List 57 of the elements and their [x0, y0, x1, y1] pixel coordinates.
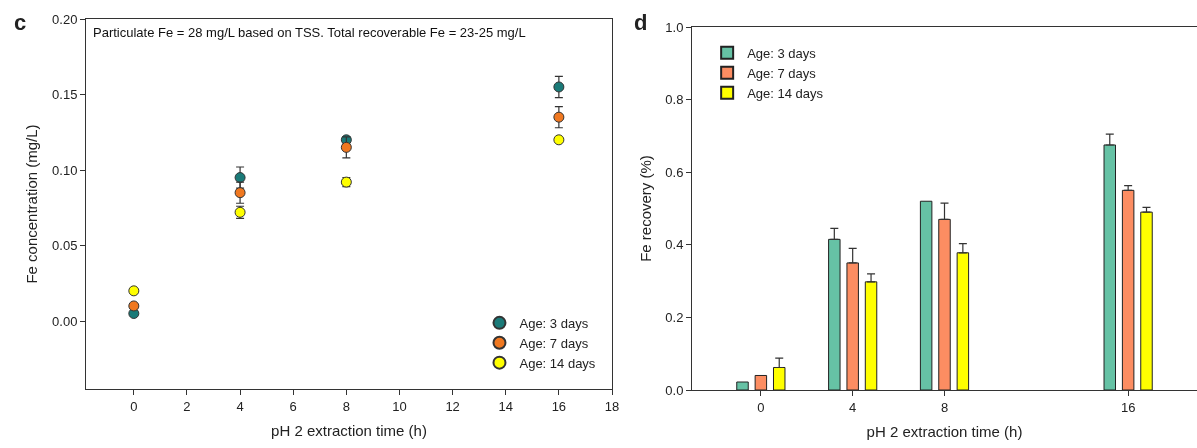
- x-tick-label: 0: [757, 399, 765, 415]
- y-tick-label: 0.00: [52, 313, 78, 329]
- x-tick-label: 6: [289, 398, 297, 414]
- bar: [956, 252, 970, 390]
- bar: [1140, 211, 1153, 390]
- bar: [1103, 144, 1117, 390]
- x-tick-label: 8: [940, 399, 949, 415]
- y-tick-label: 0.0: [665, 382, 684, 398]
- y-tick-label: 0.2: [665, 309, 684, 325]
- y-tick-label: 0.4: [665, 237, 684, 253]
- x-tick-label: 16: [551, 398, 567, 414]
- x-tick-label: 10: [392, 398, 407, 414]
- legend-label: Age: 7 days: [747, 65, 817, 81]
- bar: [772, 366, 786, 390]
- point: [234, 187, 246, 199]
- text: c: [14, 10, 27, 35]
- point: [340, 141, 352, 153]
- x-tick-label: 12: [445, 398, 460, 414]
- bar: [864, 281, 878, 390]
- bar: [938, 218, 951, 390]
- text: d: [634, 10, 648, 35]
- x-tick-label: 2: [183, 398, 191, 414]
- point: [128, 285, 140, 297]
- bar: [736, 381, 749, 390]
- bar: [828, 238, 841, 390]
- bar: [754, 374, 768, 390]
- x-tick-label: 0: [130, 398, 138, 414]
- x-tick-label: 4: [849, 399, 857, 415]
- y-tick-label: 0.05: [52, 238, 78, 254]
- legend-label: Age: 3 days: [519, 315, 589, 331]
- x-tick-label: 8: [342, 398, 350, 414]
- legend-label: Age: 3 days: [747, 45, 817, 61]
- point: [553, 81, 565, 93]
- bar: [919, 200, 933, 390]
- point: [553, 111, 565, 123]
- y-tick-label: 0.6: [665, 164, 684, 180]
- y-axis-title: Fe concentration (mg/L): [23, 124, 41, 284]
- x-tick-label: 4: [236, 398, 244, 414]
- legend-label: Age: 14 days: [747, 85, 824, 101]
- annotation: Particulate Fe = 28 mg/L based on TSS. Total recoverable Fe = 23-25 mg/L: [93, 25, 526, 40]
- x-axis-title: pH 2 extraction time (h): [866, 422, 1023, 440]
- y-axis-title: Fe recovery (%): [636, 155, 654, 262]
- legend-label: Age: 7 days: [519, 335, 589, 351]
- y-tick-label: 1.0: [665, 19, 684, 35]
- y-tick-label: 0.8: [665, 92, 684, 108]
- x-axis-title: pH 2 extraction time (h): [271, 421, 427, 439]
- point: [553, 134, 565, 146]
- bar: [846, 262, 859, 390]
- x-tick-label: 18: [604, 398, 620, 414]
- y-tick-label: 0.20: [52, 11, 78, 27]
- x-tick-label: 14: [498, 398, 513, 414]
- legend-label: Age: 14 days: [519, 355, 596, 371]
- point: [128, 300, 140, 312]
- y-tick-label: 0.15: [52, 87, 78, 103]
- bar: [1121, 189, 1135, 390]
- x-tick-label: 16: [1120, 399, 1136, 415]
- y-tick-label: 0.10: [52, 162, 78, 178]
